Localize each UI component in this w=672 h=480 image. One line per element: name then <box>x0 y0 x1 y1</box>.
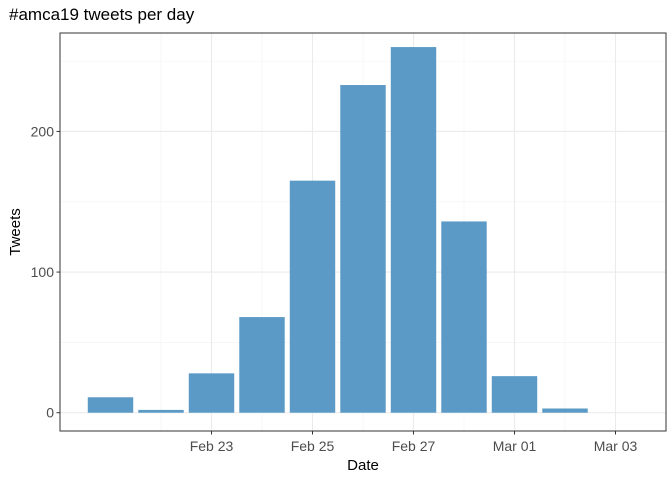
x-tick-label: Mar 01 <box>493 438 537 454</box>
bar <box>188 373 235 413</box>
bars <box>87 47 588 413</box>
y-tick-label: 0 <box>46 405 54 421</box>
bar <box>491 376 538 413</box>
x-axis-title: Date <box>347 457 379 474</box>
y-axis-title: Tweets <box>7 208 24 256</box>
x-axis: Feb 23 Feb 25 Feb 27 Mar 01 Mar 03 <box>190 431 638 454</box>
bar <box>390 47 437 413</box>
x-tick-label: Feb 25 <box>291 438 335 454</box>
bar <box>138 409 184 413</box>
bar <box>542 408 588 413</box>
y-tick-label: 100 <box>31 264 55 280</box>
bar <box>289 180 336 413</box>
y-axis: 0 100 200 <box>31 123 60 421</box>
bar <box>239 317 285 413</box>
bar <box>87 397 134 413</box>
y-tick-label: 200 <box>31 123 55 139</box>
bar <box>441 221 487 413</box>
chart-title: #amca19 tweets per day <box>9 5 195 24</box>
plot-border <box>59 32 667 432</box>
x-tick-label: Feb 23 <box>190 438 234 454</box>
x-tick-label: Feb 27 <box>392 438 436 454</box>
bar <box>340 85 386 413</box>
x-tick-label: Mar 03 <box>594 438 638 454</box>
